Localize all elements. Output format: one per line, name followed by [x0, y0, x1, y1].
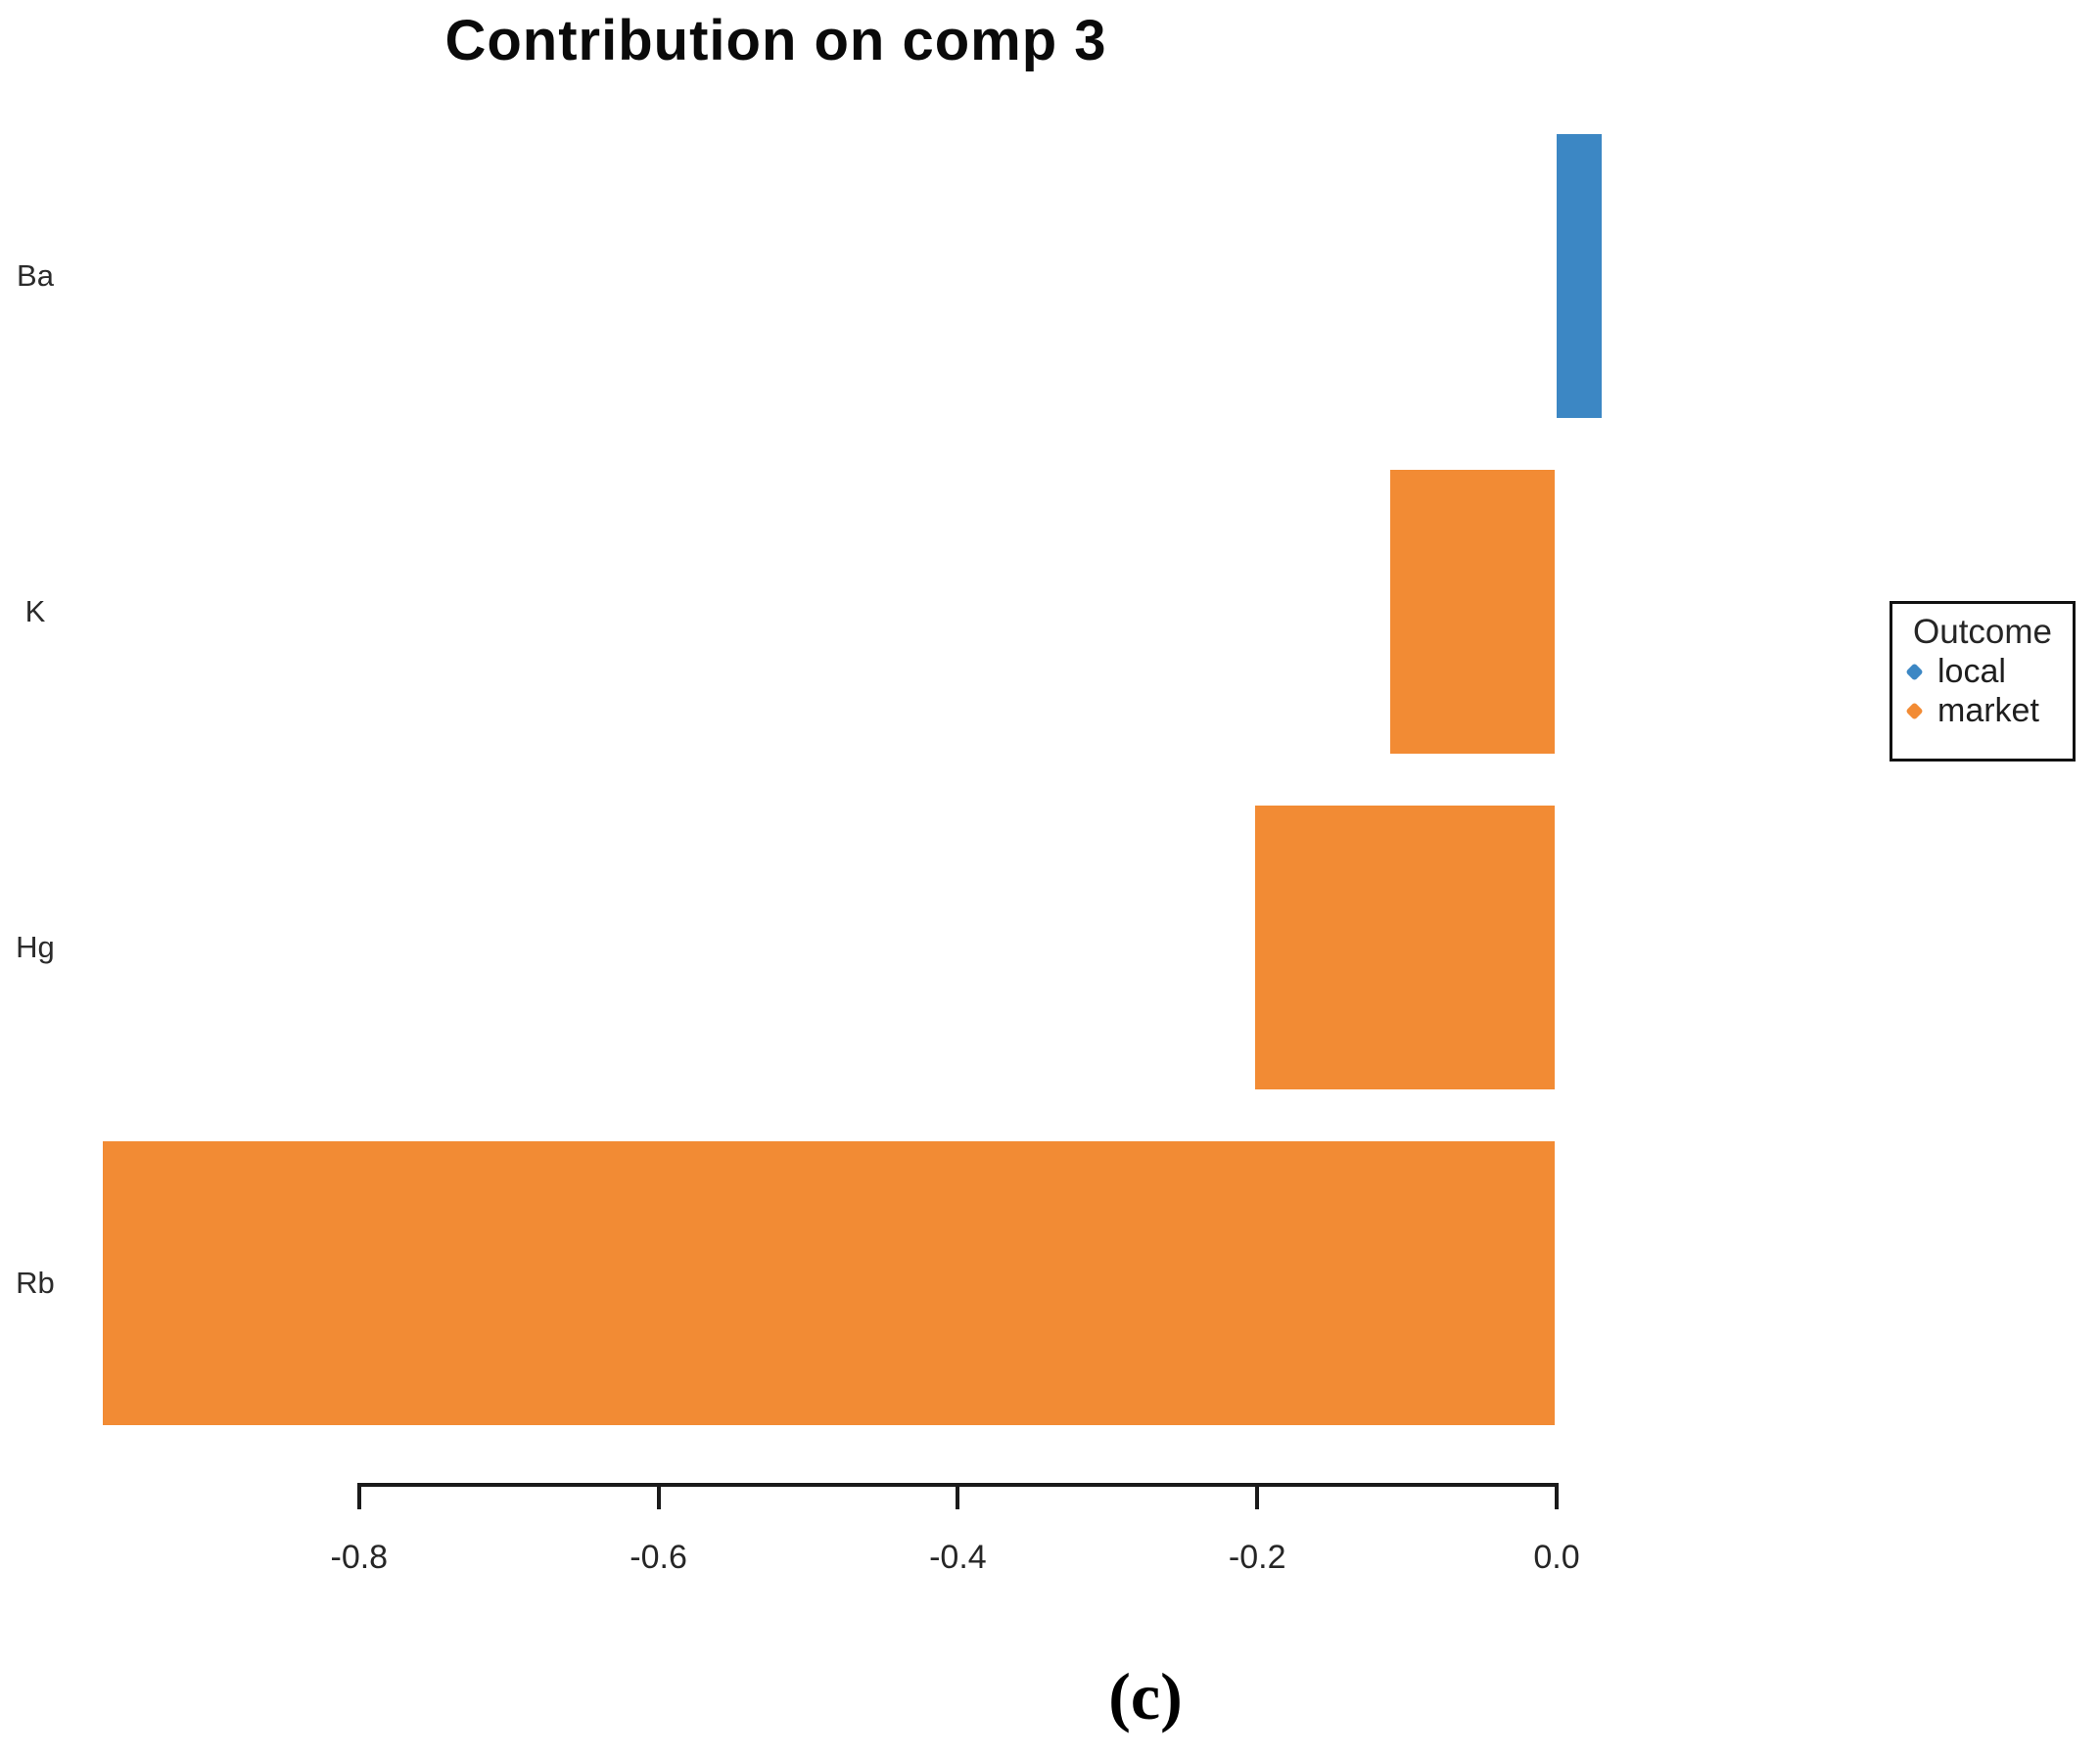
- legend-items: local market: [1892, 652, 2073, 730]
- legend-item-label: local: [1937, 652, 2006, 690]
- category-label-ba: Ba: [17, 258, 54, 293]
- legend-title: Outcome: [1913, 613, 2052, 651]
- x-tick-label: -0.2: [1228, 1539, 1286, 1576]
- legend-item-local: local: [1892, 652, 2073, 691]
- x-tick: [956, 1483, 960, 1509]
- bar-k: [1389, 470, 1555, 754]
- bar-hg: [1255, 806, 1555, 1089]
- legend-item-market: market: [1892, 691, 2073, 730]
- legend-item-label: market: [1937, 691, 2039, 729]
- x-tick-label: 0.0: [1533, 1539, 1580, 1576]
- x-tick-label: -0.4: [929, 1539, 987, 1576]
- bar-ba: [1557, 134, 1602, 418]
- legend-marker-icon: [1905, 701, 1924, 720]
- legend-marker-icon: [1905, 662, 1924, 681]
- category-label-hg: Hg: [16, 930, 55, 964]
- chart-title: Contribution on comp 3: [444, 9, 1107, 72]
- bar-rb: [102, 1141, 1555, 1425]
- x-tick-label: -0.6: [630, 1539, 687, 1576]
- legend: Outcome local market: [1890, 601, 2076, 762]
- x-tick: [656, 1483, 661, 1509]
- category-label-k: K: [24, 594, 46, 628]
- category-label-rb: Rb: [16, 1266, 55, 1300]
- x-tick: [1255, 1483, 1260, 1509]
- x-tick: [1555, 1483, 1559, 1509]
- x-tick: [356, 1483, 361, 1509]
- x-tick-label: -0.8: [330, 1539, 389, 1576]
- subfigure-label: (c): [1108, 1659, 1183, 1733]
